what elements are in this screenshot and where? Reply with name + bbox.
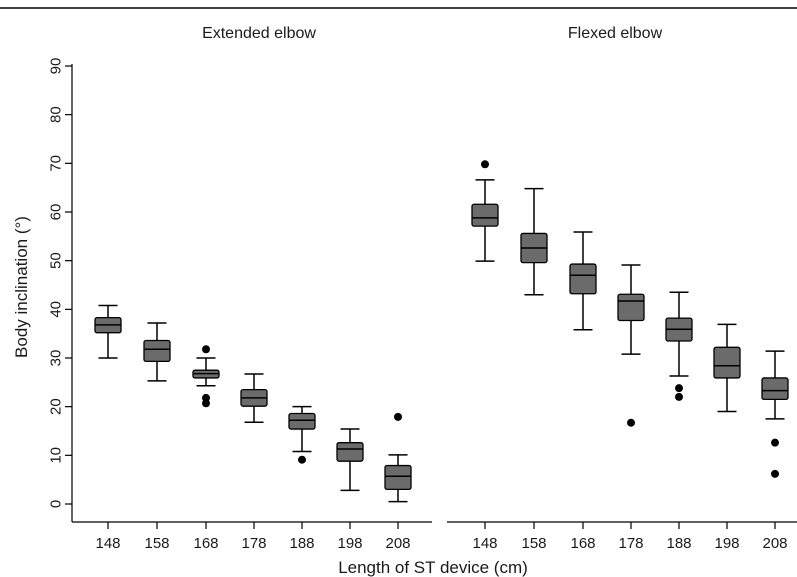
box-iqr — [761, 377, 789, 401]
y-tick-label: 20 — [48, 398, 65, 415]
x-tick-label: 168 — [193, 535, 218, 552]
y-tick-label: 10 — [48, 447, 65, 464]
y-tick-label: 70 — [48, 155, 65, 172]
x-tick-label: 188 — [289, 535, 314, 552]
box-iqr — [336, 442, 364, 462]
y-tick-label: 80 — [48, 106, 65, 123]
outlier-point — [627, 418, 635, 427]
x-tick-label: 168 — [570, 535, 595, 552]
x-tick-label: 178 — [241, 535, 266, 552]
box-148 — [94, 304, 122, 359]
y-tick-label: 30 — [48, 350, 65, 367]
outlier-point — [771, 438, 779, 447]
outlier-point — [202, 345, 210, 354]
box-168 — [569, 231, 597, 331]
y-tick-label: 40 — [48, 301, 65, 318]
x-tick-label: 148 — [472, 535, 497, 552]
box-iqr — [384, 464, 412, 491]
box-188 — [288, 405, 316, 464]
box-iqr — [288, 412, 316, 430]
x-tick-label: 178 — [618, 535, 643, 552]
y-axis-title: Body inclination (°) — [12, 216, 31, 358]
box-158 — [520, 187, 548, 296]
x-tick-label: 208 — [762, 535, 787, 552]
outlier-point — [771, 469, 779, 478]
box-178 — [617, 264, 645, 427]
panel-title-flexed: Flexed elbow — [568, 25, 663, 42]
x-tick-label: 148 — [95, 535, 120, 552]
box-168 — [192, 345, 220, 408]
outlier-point — [202, 399, 210, 408]
x-tick-label: 158 — [144, 535, 169, 552]
box-208 — [384, 412, 412, 503]
box-178 — [240, 373, 268, 423]
outlier-point — [675, 392, 683, 401]
box-208 — [761, 350, 789, 478]
box-188 — [665, 291, 693, 401]
y-tick-label: 50 — [48, 252, 65, 269]
box-148 — [471, 160, 499, 262]
y-tick-label: 60 — [48, 204, 65, 221]
panel-flexed-elbow: 148 158 168 178 188 198 208 — [447, 160, 797, 552]
box-iqr — [569, 263, 597, 295]
box-198 — [713, 323, 741, 413]
y-tick-label: 90 — [48, 58, 65, 75]
x-tick-label: 158 — [521, 535, 546, 552]
box-iqr — [617, 293, 645, 322]
box-iqr — [143, 339, 171, 363]
panel-title-extended: Extended elbow — [202, 25, 316, 42]
outlier-point — [675, 384, 683, 393]
box-198 — [336, 428, 364, 492]
x-axis-title: Length of ST device (cm) — [338, 558, 528, 577]
box-iqr — [713, 346, 741, 379]
box-158 — [143, 322, 171, 382]
x-tick-label: 198 — [337, 535, 362, 552]
box-iqr — [471, 203, 499, 227]
outlier-point — [298, 455, 306, 464]
outlier-point — [481, 160, 489, 169]
y-axis: 0 10 20 30 40 50 60 70 80 90 — [48, 58, 73, 522]
x-tick-label: 198 — [714, 535, 739, 552]
x-tick-label: 188 — [666, 535, 691, 552]
x-tick-label: 208 — [385, 535, 410, 552]
y-tick-label: 0 — [48, 500, 65, 508]
panel-extended-elbow: 148 158 168 178 188 198 208 — [72, 304, 432, 552]
outlier-point — [394, 412, 402, 421]
